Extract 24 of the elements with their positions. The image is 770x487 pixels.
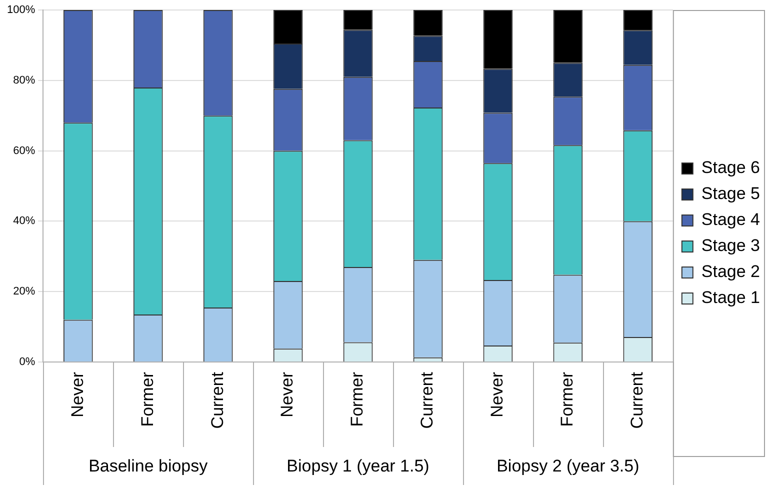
y-tick-label: 0% [19, 356, 36, 368]
x-tick-label: Former [348, 372, 367, 427]
legend-label: Stage 5 [701, 184, 760, 204]
text: Biopsy 1 (year 1.5) [286, 456, 430, 476]
y-tick-label: 100% [6, 4, 36, 16]
x-tick-label: Current [418, 372, 437, 429]
legend-label: Stage 6 [701, 158, 760, 178]
x-tick-label: Never [278, 372, 297, 418]
legend-label: Stage 4 [701, 210, 760, 230]
legend-label: Stage 1 [701, 288, 760, 308]
text: Biopsy 2 (year 3.5) [496, 456, 640, 476]
y-tick-label: 40% [13, 215, 36, 228]
x-tick-label: Former [138, 372, 157, 427]
x-tick-label: Never [68, 372, 87, 418]
x-tick-label: Current [628, 372, 647, 429]
y-tick-label: 80% [13, 74, 36, 86]
y-tick-label: 60% [13, 144, 36, 157]
legend-label: Stage 3 [701, 236, 760, 256]
text: Baseline biopsy [88, 456, 208, 476]
x-tick-label: Current [208, 372, 227, 429]
y-tick-label: 20% [13, 286, 36, 298]
x-tick-label: Never [488, 372, 507, 418]
legend-label: Stage 2 [701, 262, 760, 282]
x-tick-label: Former [558, 372, 577, 427]
